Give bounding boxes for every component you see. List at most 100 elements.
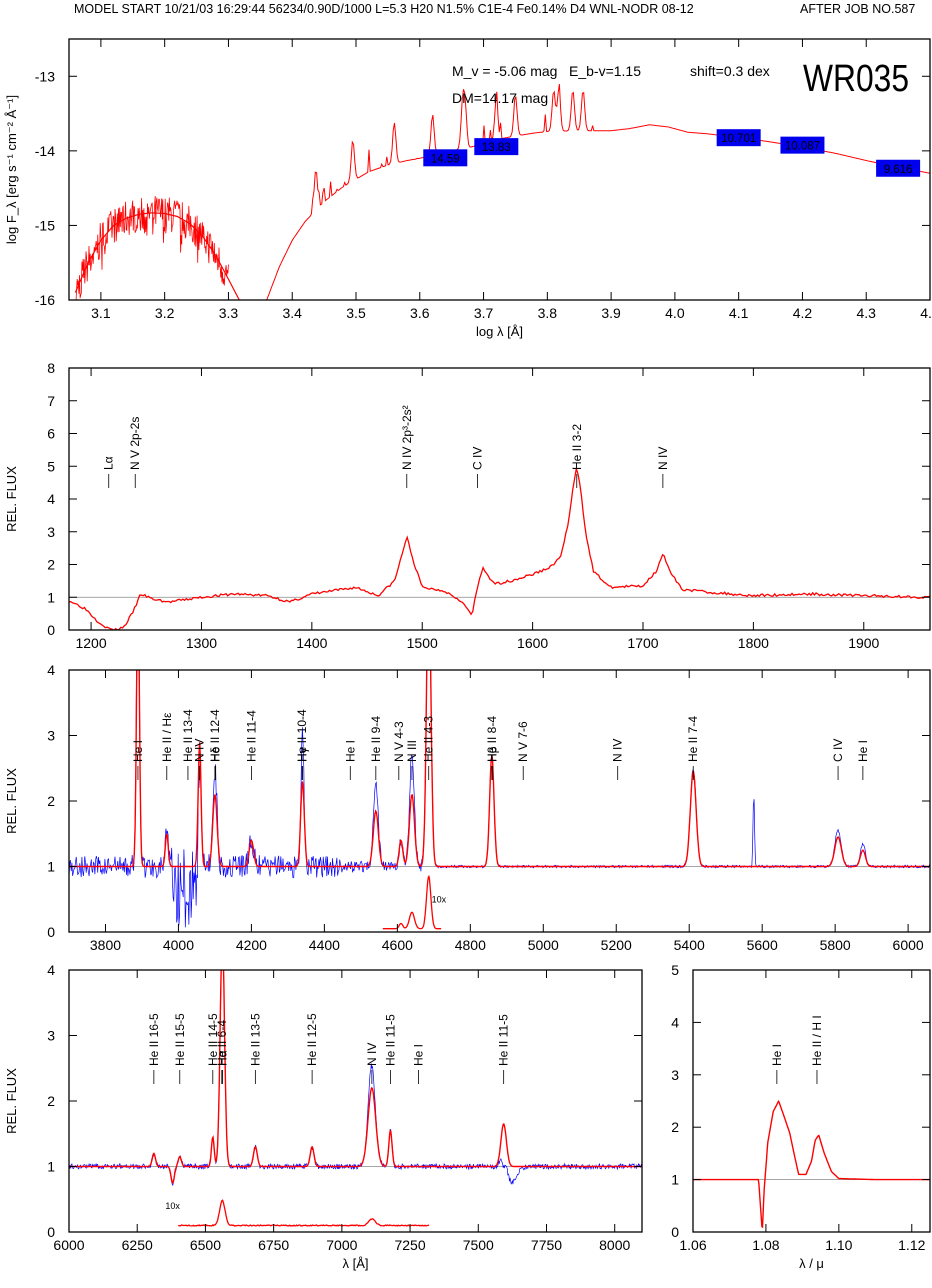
y-tick-label: 0 [47,924,55,940]
line-id-label: Lα [102,456,116,470]
y-tick-label: 2 [47,1093,55,1109]
line-id-label: He II / Hε [160,712,174,762]
y-tick-label: -15 [35,217,55,233]
x-tick-label: 1800 [738,635,769,651]
line-id-label: He II 12-4 [208,709,222,762]
red-frame [68,969,643,1233]
x-tick-label: 5400 [674,937,705,953]
ir-plot-area [693,1099,930,1229]
y-tick-label: 6 [47,426,55,442]
x-tick-label: 7250 [394,1237,425,1253]
photometry-badge [474,138,519,156]
line-id-label: C IV [831,739,845,762]
red-panel: 10x He II 16-5 He II 15-5 He II 14-5He II 6… [4,962,643,1271]
line-id-label: He II 11-4 [244,710,258,762]
x-tick-label: 4.0 [665,305,685,321]
star-name: WR035 [803,58,909,100]
x-tick-label: 4.1 [729,305,749,321]
ir-x-axis-label: λ / μ [799,1256,824,1271]
line-id-label: N IV [611,739,625,762]
x-tick-label: 6750 [258,1237,289,1253]
x-tick-label: 1500 [407,635,438,651]
x-tick-label: 1200 [75,635,106,651]
optical-inset-label: 10x [432,895,447,905]
x-tick-label: 1300 [186,635,217,651]
x-tick-label: 3.3 [219,305,239,321]
x-tick-label: 4200 [236,937,267,953]
y-tick-label: 2 [47,557,55,573]
y-tick-label: -16 [35,292,55,308]
x-tick-label: 1.08 [752,1237,779,1253]
photometry-badge-label: 14.59 [431,153,460,165]
y-tick-label: 0 [671,1224,679,1240]
header-model-info: MODEL START 10/21/03 16:29:44 56234/0.90… [74,2,694,16]
line-id-label: C IV [470,447,484,470]
x-tick-label: 1600 [517,635,548,651]
optical-model-spectrum [69,670,930,868]
x-tick-label: 1.10 [825,1237,852,1253]
x-tick-label: 1.06 [679,1237,706,1253]
y-tick-label: 0 [47,1224,55,1240]
line-id-label: He II 11-5 [497,1014,511,1066]
photometry-badge [780,136,825,154]
ir-model-spectrum [693,1099,930,1229]
line-id-label: He I [770,1044,784,1066]
red-plot-area [69,970,642,1227]
x-tick-label: 6000 [893,937,924,953]
uv-panel: Lα N V 2p-2s N IV 2p³-2s² C IV He II 3-2 N IV… [4,360,931,651]
y-tick-label: 4 [47,962,55,978]
y-tick-label: 3 [47,728,55,744]
line-id-label: N IV [365,1043,379,1066]
line-id-label: He II 13-5 [248,1013,262,1066]
x-tick-label: 4000 [163,937,194,953]
x-tick-label: 3.7 [474,305,494,321]
line-id-label: He I [412,1044,426,1066]
x-tick-label: 5800 [820,937,851,953]
sed-frame [68,38,931,301]
sed-model-continuum [74,212,240,300]
x-tick-label: 7500 [463,1237,494,1253]
line-id-label: He II 4-3 [422,716,436,762]
x-tick-label: 7750 [531,1237,562,1253]
red-x-axis-label: λ [Å] [342,1256,368,1271]
line-id-label: He I [131,740,145,762]
x-tick-label: 4.4 [920,305,932,321]
line-id-label: Hδ [209,746,223,762]
red-y-axis-label: REL. FLUX [4,1068,19,1134]
line-id-label: He II 16-5 [147,1013,161,1066]
uv-model-spectrum [69,468,930,630]
red-inset-10x [178,1199,430,1227]
line-id-label: He II 3-2 [570,424,584,470]
photometry-badge-label: 13.83 [482,142,511,154]
uv-frame [68,367,931,631]
line-id-label: N III [405,740,419,762]
line-id-label: He I [856,740,870,762]
x-tick-label: 4800 [455,937,486,953]
y-tick-label: 2 [671,1119,679,1135]
y-tick-label: 2 [47,793,55,809]
y-tick-label: 4 [47,491,55,507]
line-id-label: He II 13-4 [181,709,195,762]
optical-y-axis-label: REL. FLUX [4,768,19,834]
x-tick-label: 3.5 [346,305,366,321]
y-tick-label: 1 [47,589,55,605]
y-tick-label: 1 [47,859,55,875]
line-id-label: He II 7-4 [686,716,700,762]
sed-model-spectrum [266,84,930,300]
photometry-badge-label: 9.616 [884,164,913,176]
x-tick-label: 4.2 [793,305,813,321]
y-tick-label: 8 [47,360,55,376]
y-tick-label: 7 [47,393,55,409]
annotation-distance-modulus: DM=14.17 mag [452,90,548,106]
line-id-label: He II 11-5 [383,1014,397,1066]
x-tick-label: 1700 [627,635,658,651]
line-id-label: He II 15-5 [173,1013,187,1066]
x-tick-label: 3.4 [282,305,302,321]
sed-plot-area [74,84,930,300]
x-tick-label: 8000 [599,1237,630,1253]
line-id-label: Hβ [486,746,500,762]
optical-panel: 10x He I He II / Hε He II 13-4 N IV He II 12-… [4,662,931,953]
x-tick-label: 4600 [382,937,413,953]
x-tick-label: 4.3 [856,305,876,321]
